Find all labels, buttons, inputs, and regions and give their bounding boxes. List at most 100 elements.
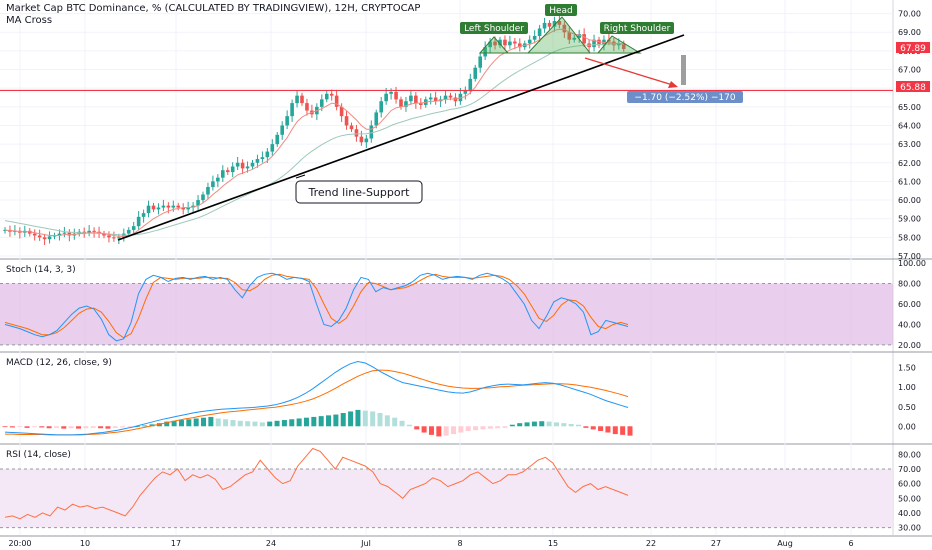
candle-body[interactable]: [344, 116, 349, 126]
candle-body[interactable]: [112, 237, 116, 239]
candle-body[interactable]: [290, 103, 294, 117]
candle-body[interactable]: [324, 93, 329, 100]
candle-body[interactable]: [240, 162, 245, 169]
candle-body[interactable]: [557, 21, 562, 25]
candle-body[interactable]: [567, 32, 572, 40]
candle-body[interactable]: [201, 194, 205, 201]
candle-body[interactable]: [42, 237, 47, 240]
head-callout[interactable]: Head: [545, 4, 577, 16]
candle-body[interactable]: [592, 39, 596, 48]
candle-body[interactable]: [117, 237, 121, 239]
candle-body[interactable]: [493, 41, 497, 46]
measure-bar[interactable]: [681, 55, 686, 85]
candle-body[interactable]: [463, 90, 468, 94]
candle-body[interactable]: [394, 91, 398, 100]
candle-body[interactable]: [577, 34, 581, 38]
candle-body[interactable]: [82, 231, 86, 233]
candle-body[interactable]: [582, 34, 586, 44]
candle-body[interactable]: [131, 226, 136, 230]
candle-body[interactable]: [483, 47, 487, 57]
candle-body[interactable]: [349, 125, 354, 130]
candle-body[interactable]: [250, 162, 255, 167]
candle-body[interactable]: [235, 162, 240, 167]
candle-body[interactable]: [562, 24, 567, 33]
candle-body[interactable]: [225, 170, 230, 173]
candle-body[interactable]: [221, 170, 225, 178]
candle-body[interactable]: [617, 43, 621, 46]
candle-body[interactable]: [265, 151, 270, 158]
candle-body[interactable]: [62, 232, 67, 234]
rsi-pane[interactable]: [0, 447, 893, 529]
candle-body[interactable]: [369, 125, 374, 139]
candle-body[interactable]: [473, 67, 478, 79]
candle-body[interactable]: [107, 235, 111, 238]
candle-body[interactable]: [547, 22, 552, 27]
left-shoulder-callout[interactable]: Left Shoulder: [460, 22, 528, 34]
candle-body[interactable]: [13, 230, 17, 232]
candle-body[interactable]: [320, 99, 324, 107]
candle-body[interactable]: [166, 205, 171, 208]
candle-body[interactable]: [295, 95, 299, 104]
candle-body[interactable]: [518, 43, 522, 48]
candle-body[interactable]: [448, 95, 453, 98]
candle-body[interactable]: [67, 232, 72, 236]
candle-body[interactable]: [329, 93, 334, 96]
candle-body[interactable]: [151, 205, 156, 210]
candle-body[interactable]: [255, 159, 260, 163]
candle-body[interactable]: [136, 216, 141, 227]
candle-body[interactable]: [597, 39, 601, 46]
candle-body[interactable]: [176, 205, 181, 208]
candle-body[interactable]: [300, 95, 304, 104]
candle-body[interactable]: [186, 207, 190, 210]
stoch-pane[interactable]: [0, 272, 893, 346]
candle-body[interactable]: [47, 236, 52, 240]
measure-callout[interactable]: −1.70 (−2.52%) −170: [627, 91, 743, 103]
candle-body[interactable]: [468, 78, 473, 91]
candle-body[interactable]: [419, 103, 423, 105]
candle-body[interactable]: [389, 91, 393, 94]
candle-body[interactable]: [216, 177, 220, 182]
candle-body[interactable]: [379, 101, 383, 113]
candle-body[interactable]: [196, 200, 200, 206]
target-arrow-line[interactable]: [584, 57, 677, 87]
candle-body[interactable]: [211, 181, 215, 188]
candle-body[interactable]: [230, 166, 235, 173]
candle-body[interactable]: [374, 112, 379, 126]
candle-body[interactable]: [305, 103, 309, 111]
trend-support-callout[interactable]: Trend line-Support: [295, 180, 423, 204]
candle-body[interactable]: [572, 37, 577, 40]
candle-body[interactable]: [527, 39, 532, 44]
time-axis[interactable]: 20:00 10 17 24 Jul 8 15 22 27 Aug 6: [8, 539, 853, 548]
candle-body[interactable]: [503, 39, 507, 46]
candle-body[interactable]: [181, 207, 185, 210]
candle-body[interactable]: [384, 93, 388, 102]
candle-body[interactable]: [146, 205, 151, 214]
candle-body[interactable]: [32, 233, 37, 236]
candle-body[interactable]: [206, 187, 210, 195]
candle-body[interactable]: [513, 41, 517, 44]
candle-body[interactable]: [126, 229, 131, 234]
candle-body[interactable]: [409, 95, 413, 102]
trend-line[interactable]: [117, 34, 685, 241]
macd-pane[interactable]: [2, 360, 633, 437]
candle-body[interactable]: [37, 235, 42, 238]
candle-body[interactable]: [245, 166, 250, 169]
candle-body[interactable]: [364, 138, 369, 143]
candle-body[interactable]: [275, 134, 280, 145]
candle-body[interactable]: [141, 213, 146, 217]
candle-body[interactable]: [404, 101, 408, 107]
candle-body[interactable]: [532, 35, 537, 40]
candle-body[interactable]: [607, 39, 611, 42]
candle-body[interactable]: [508, 41, 512, 46]
candle-body[interactable]: [488, 41, 492, 48]
candle-body[interactable]: [354, 129, 359, 137]
candle-body[interactable]: [428, 97, 433, 100]
candle-body[interactable]: [433, 97, 438, 102]
candle-body[interactable]: [260, 157, 265, 160]
candle-body[interactable]: [334, 95, 339, 107]
candle-body[interactable]: [285, 116, 289, 126]
candle-body[interactable]: [359, 136, 364, 143]
candle-body[interactable]: [339, 106, 344, 117]
price-axis[interactable]: 70.0069.0068.0067.0066.0065.0064.0063.00…: [898, 10, 926, 533]
